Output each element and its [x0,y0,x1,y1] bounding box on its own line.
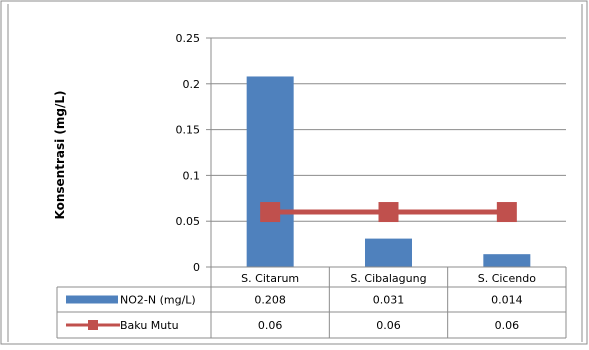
table-value-cell: 0.031 [373,294,405,307]
bar-layer [246,76,531,267]
line-marker [260,202,281,223]
line-marker [496,202,517,223]
x-category-label: S. Cibalagung [350,272,426,285]
table-value-cell: 0.014 [491,294,523,307]
bar [483,254,531,267]
data-table: S. Citarum S. Cibalagung S. Cicendo NO2-N (… [56,266,567,339]
x-category-label: S. Citarum [241,272,299,285]
table-value-cell: 0.06 [495,319,520,332]
legend-series-name: NO2-N (mg/L) [120,294,196,307]
table-value-cell: 0.06 [376,319,401,332]
legend-swatch-bar [66,295,118,304]
y-tick-label: 0.15 [176,124,201,137]
table-value-cell: 0.06 [258,319,283,332]
y-tick-labels: 0 0.05 0.1 0.15 0.2 0.25 [176,32,201,274]
y-tick-label: 0.25 [176,32,201,45]
legend-series-name: Baku Mutu [120,319,179,332]
bar [246,76,294,267]
legend-swatch-marker [88,320,98,330]
x-category-label: S. Cicendo [478,272,536,285]
line-marker [378,202,399,223]
y-tick-label: 0 [193,261,200,274]
table-value-cell: 0.208 [254,294,286,307]
y-tick-label: 0.1 [183,169,201,182]
bar [365,238,412,267]
y-tick-label: 0.05 [176,215,201,228]
line-layer [260,202,517,223]
y-tick-label: 0.2 [183,78,201,91]
y-axis-title: Konsentrasi (mg/L) [53,91,67,220]
